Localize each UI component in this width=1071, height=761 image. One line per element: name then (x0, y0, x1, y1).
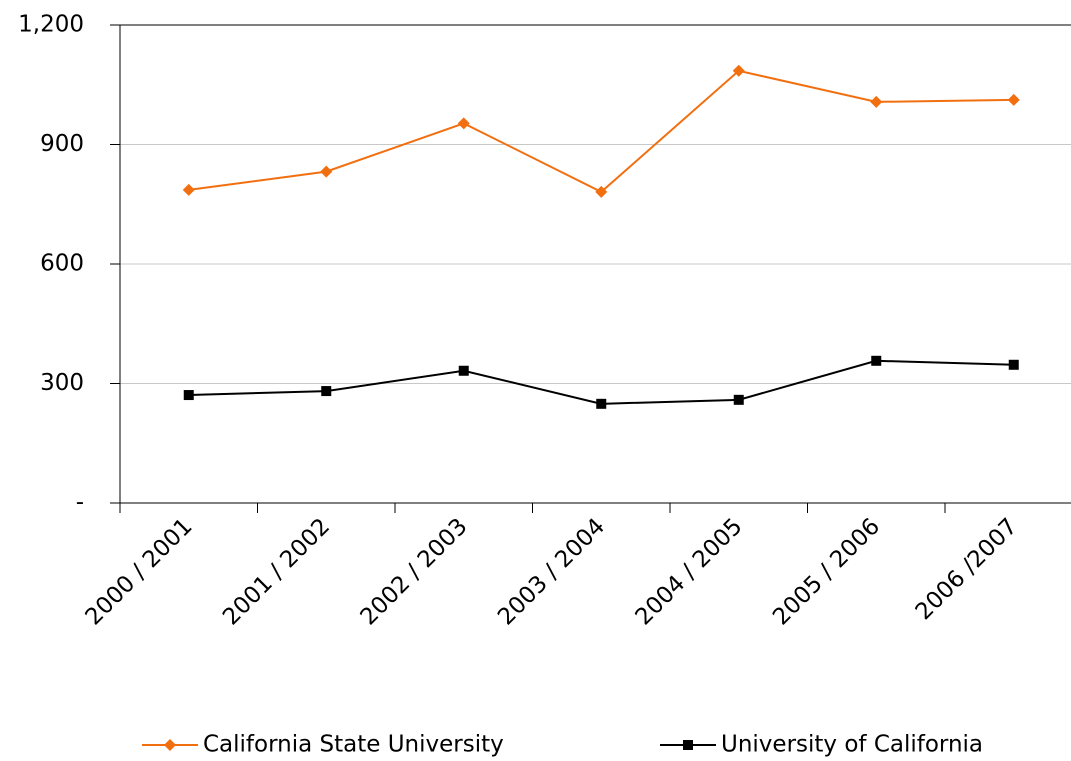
data-point (732, 64, 745, 77)
series-line (188, 69, 1014, 194)
x-tick-label: 2005 / 2006 (768, 513, 885, 630)
data-point (733, 394, 744, 405)
data-point (870, 95, 883, 108)
data-point (1008, 359, 1019, 370)
legend-label: University of California (721, 732, 983, 758)
data-point (595, 185, 608, 198)
data-point (321, 386, 332, 397)
y-tick-label: 300 (40, 370, 84, 396)
x-tick-label: 2006 /2007 (911, 513, 1023, 625)
x-tick-label: 2003 / 2004 (493, 513, 610, 630)
data-point (320, 165, 333, 178)
data-point (458, 365, 469, 376)
data-point (182, 183, 195, 196)
y-tick-label: 900 (40, 131, 84, 157)
x-tick-label: 2002 / 2003 (356, 513, 473, 630)
legend-label: California State University (203, 732, 504, 758)
y-tick-label: - (76, 490, 84, 516)
x-tick-label: 2004 / 2005 (631, 513, 748, 630)
series-line (188, 359, 1014, 405)
data-point (683, 740, 693, 750)
data-point (871, 355, 882, 366)
data-point (596, 398, 607, 409)
data-point (183, 390, 194, 401)
y-tick-label: 600 (40, 251, 84, 277)
x-tick-label: 2000 / 2001 (81, 513, 198, 630)
x-tick-label: 2001 / 2002 (218, 513, 335, 630)
y-tick-label: 1,200 (18, 12, 84, 38)
data-point (457, 117, 470, 130)
data-point (164, 739, 176, 751)
data-point (1007, 93, 1020, 106)
